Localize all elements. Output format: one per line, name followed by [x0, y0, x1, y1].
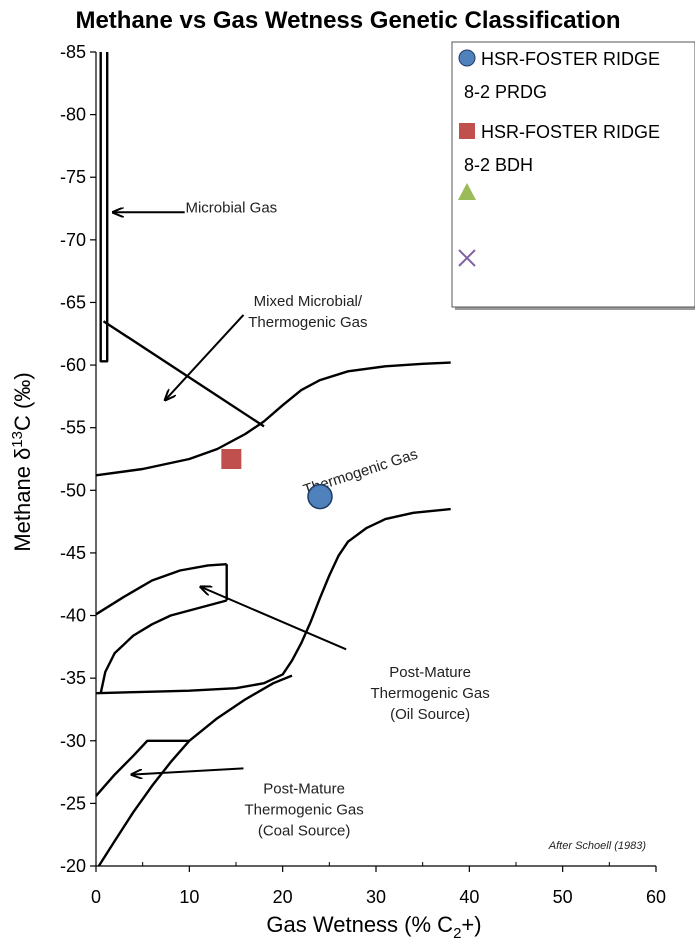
x-tick-label: 50: [553, 887, 573, 907]
region-label-line: Thermogenic Gas: [248, 314, 367, 331]
boundary-thermo-lower: [95, 507, 451, 695]
boundary-coal-lower: [97, 674, 293, 867]
annotation-arrow: [165, 314, 245, 400]
region-label-line: Microbial Gas: [185, 199, 277, 216]
legend-box: [451, 41, 695, 308]
y-tick-label: -65: [60, 292, 86, 312]
boundary-mixed-diagonal: [102, 320, 265, 428]
y-axis-label: Methane δ13C (‰): [9, 372, 35, 551]
boundary-oil-lower: [99, 599, 228, 694]
region-label: Post-Mature Thermogenic Gas (Oil Source): [371, 664, 490, 723]
x-axis-label: Gas Wetness (% C2+): [266, 912, 481, 942]
x-tick-label: 0: [91, 887, 101, 907]
y-tick-label: -50: [60, 480, 86, 500]
y-axis-label-tail: C (‰): [10, 372, 35, 431]
region-label-line: Post-Mature: [389, 664, 471, 681]
legend: HSR-FOSTER RIDGE 8-2 PRDG HSR-FOSTER RIDGE…: [451, 41, 695, 310]
plot-area: Microbial Gas Mixed Microbial/Thermogenic…: [95, 52, 490, 867]
y-tick-label: -30: [60, 731, 86, 751]
x-tick-label: 40: [459, 887, 479, 907]
y-tick-label: -60: [60, 355, 86, 375]
x-axis-label-tail: +): [461, 912, 481, 937]
y-tick-label: -85: [60, 42, 86, 62]
boundary-thermo-upper: [95, 361, 451, 477]
x-axis-label-subscript: 2: [453, 925, 461, 942]
region-label: Mixed Microbial/Thermogenic Gas: [248, 293, 367, 331]
region-label-line: Post-Mature: [263, 780, 345, 797]
y-tick-label: -75: [60, 167, 86, 187]
axes: -85 -80 -75 -70 -65 -60 -55 -50 -45 -40 -35 -30 -25 -…: [60, 42, 666, 907]
x-tick-label: 10: [179, 887, 199, 907]
annotation-arrow: [131, 767, 244, 774]
boundary-coal-upper: [95, 739, 190, 797]
y-tick-label: -45: [60, 543, 86, 563]
y-tick-label: -25: [60, 793, 86, 813]
source-credit: After Schoell (1983): [548, 840, 647, 852]
legend-marker-triangle: [458, 183, 476, 200]
chart-title: Methane vs Gas Wetness Genetic Classific…: [75, 7, 620, 34]
region-label-line: Thermogenic Gas: [245, 801, 364, 818]
region-label-line: (Oil Source): [390, 706, 470, 723]
data-point-circle: [307, 483, 333, 510]
legend-marker-x: [458, 249, 476, 267]
region-label-line: Thermogenic Gas: [371, 685, 490, 702]
x-tick-label: 20: [273, 887, 293, 907]
y-axis-label-superscript: 13: [9, 431, 26, 448]
region-label: Microbial Gas: [185, 199, 277, 216]
boundary-oil-upper: [95, 563, 227, 616]
legend-marker-circle: [458, 49, 476, 67]
legend-label: HSR-FOSTER RIDGE: [481, 49, 660, 69]
y-tick-label: -40: [60, 606, 86, 626]
y-tick-label: -80: [60, 105, 86, 125]
x-tick-label: 30: [366, 887, 386, 907]
region-label-line: (Coal Source): [258, 822, 351, 839]
region-label: Post-Mature Thermogenic Gas (Coal Source): [245, 780, 364, 839]
y-tick-label: -70: [60, 230, 86, 250]
legend-label: HSR-FOSTER RIDGE: [481, 122, 660, 142]
legend-label: 8-2 BDH: [464, 155, 533, 175]
y-tick-label: -55: [60, 418, 86, 438]
y-tick-label: -20: [60, 856, 86, 876]
annotation-arrow: [201, 587, 347, 651]
legend-marker-square: [459, 123, 475, 139]
data-point-square: [221, 449, 242, 469]
legend-label: 8-2 PRDG: [464, 82, 547, 102]
y-tick-label: -35: [60, 668, 86, 688]
x-tick-label: 60: [646, 887, 666, 907]
y-axis-label-main: Methane δ: [10, 448, 35, 552]
region-label-line: Mixed Microbial/: [254, 293, 363, 310]
x-axis-label-main: Gas Wetness (% C: [266, 912, 453, 937]
boundary-microbial-box: [99, 52, 109, 363]
